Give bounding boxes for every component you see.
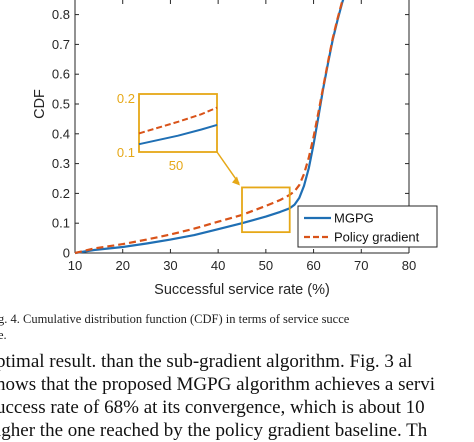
body-line-3: uccess rate of 68% at its convergence, w…	[0, 397, 425, 418]
zoom-region-box	[241, 186, 291, 234]
y-tick-label: 0.4	[52, 126, 70, 141]
caption-line-1: g. 4. Cumulative distribution function (…	[0, 312, 350, 326]
figure-caption: g. 4. Cumulative distribution function (…	[0, 311, 474, 342]
cdf-figure: 10 20 30 40 50 60 70 80 0 0.1 0.2 0.3 0.4 0.5 0.6 0.7 0.…	[32, 0, 438, 298]
inset-panel	[138, 93, 218, 153]
y-tick-label: 0.8	[52, 7, 70, 22]
y-tick-label: 0.5	[52, 97, 70, 112]
y-tick-label: 0	[63, 246, 70, 261]
caption-line-2: e.	[0, 328, 7, 342]
y-tick-label: 0.1	[52, 216, 70, 231]
legend-label: Policy gradient	[334, 230, 420, 245]
x-tick-label: 30	[163, 258, 177, 273]
x-tick-label: 70	[354, 258, 368, 273]
inset-series-line-mgpg	[138, 123, 218, 146]
x-tick-label: 80	[402, 258, 416, 273]
inset-x-tick-label: 50	[169, 158, 183, 173]
body-line-1: ptimal result. than the sub-gradient alg…	[0, 351, 413, 372]
y-tick-label: 0.2	[52, 186, 70, 201]
x-axis-label: Successful service rate (%)	[154, 282, 330, 298]
plot-area: 10 20 30 40 50 60 70 80 0 0.1 0.2 0.3 0.4 0.5 0.6 0.7 0.…	[32, 0, 438, 298]
inset-y-tick-label: 0.1	[117, 145, 135, 160]
inset-series-line-policy-gradient	[138, 106, 218, 135]
x-tick-label: 40	[211, 258, 225, 273]
zoom-connector-arrowhead	[232, 176, 240, 186]
legend: MGPG Policy gradient	[297, 205, 438, 248]
body-line-2: hows that the proposed MGPG algorithm ac…	[0, 374, 436, 395]
series-line-policy-gradient	[74, 0, 344, 255]
y-axis-label: CDF	[32, 89, 48, 119]
body-line-4: igher the one reached by the policy grad…	[0, 420, 428, 441]
zoom-connector-line	[216, 151, 240, 184]
x-tick-label: 60	[306, 258, 320, 273]
body-paragraph: ptimal result. than the sub-gradient alg…	[0, 350, 474, 442]
x-tick-label: 10	[68, 258, 82, 273]
y-tick-label: 0.7	[52, 37, 70, 52]
legend-label: MGPG	[334, 211, 374, 226]
inset-y-tick-label: 0.2	[117, 91, 135, 106]
x-tick-label: 20	[115, 258, 129, 273]
y-tick-label: 0.3	[52, 156, 70, 171]
y-tick-label: 0.6	[52, 67, 70, 82]
x-tick-label: 50	[259, 258, 273, 273]
legend-box	[297, 205, 438, 248]
